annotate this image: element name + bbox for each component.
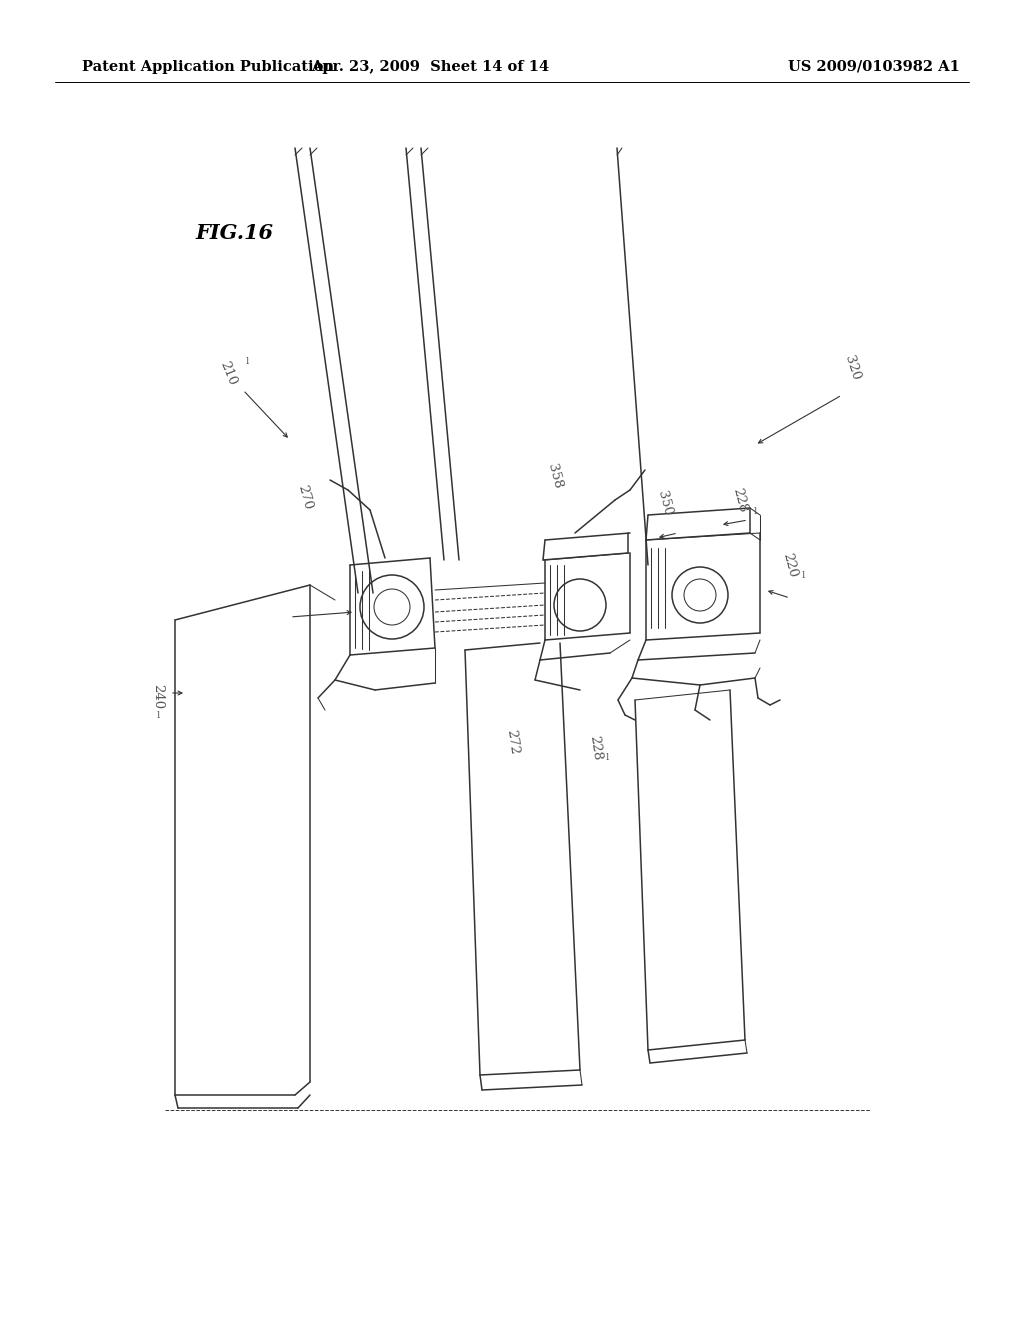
Text: l: l [605, 754, 608, 763]
Text: US 2009/0103982 A1: US 2009/0103982 A1 [788, 59, 961, 74]
Text: 272: 272 [504, 729, 520, 755]
Text: 210: 210 [217, 359, 239, 387]
Text: 350: 350 [655, 490, 675, 517]
Text: 270: 270 [296, 483, 314, 511]
Text: l: l [802, 570, 805, 579]
Text: 220: 220 [780, 552, 800, 578]
Text: Patent Application Publication: Patent Application Publication [82, 59, 334, 74]
Text: l: l [246, 358, 249, 367]
Text: 228: 228 [730, 486, 750, 513]
Text: Apr. 23, 2009  Sheet 14 of 14: Apr. 23, 2009 Sheet 14 of 14 [311, 59, 549, 74]
Text: 240: 240 [152, 685, 165, 710]
Text: l: l [157, 710, 160, 719]
Text: FIG.16: FIG.16 [195, 223, 273, 243]
Text: 358: 358 [546, 462, 564, 490]
Text: 228: 228 [587, 735, 603, 762]
Text: 320: 320 [842, 354, 862, 381]
Text: l: l [754, 507, 757, 516]
